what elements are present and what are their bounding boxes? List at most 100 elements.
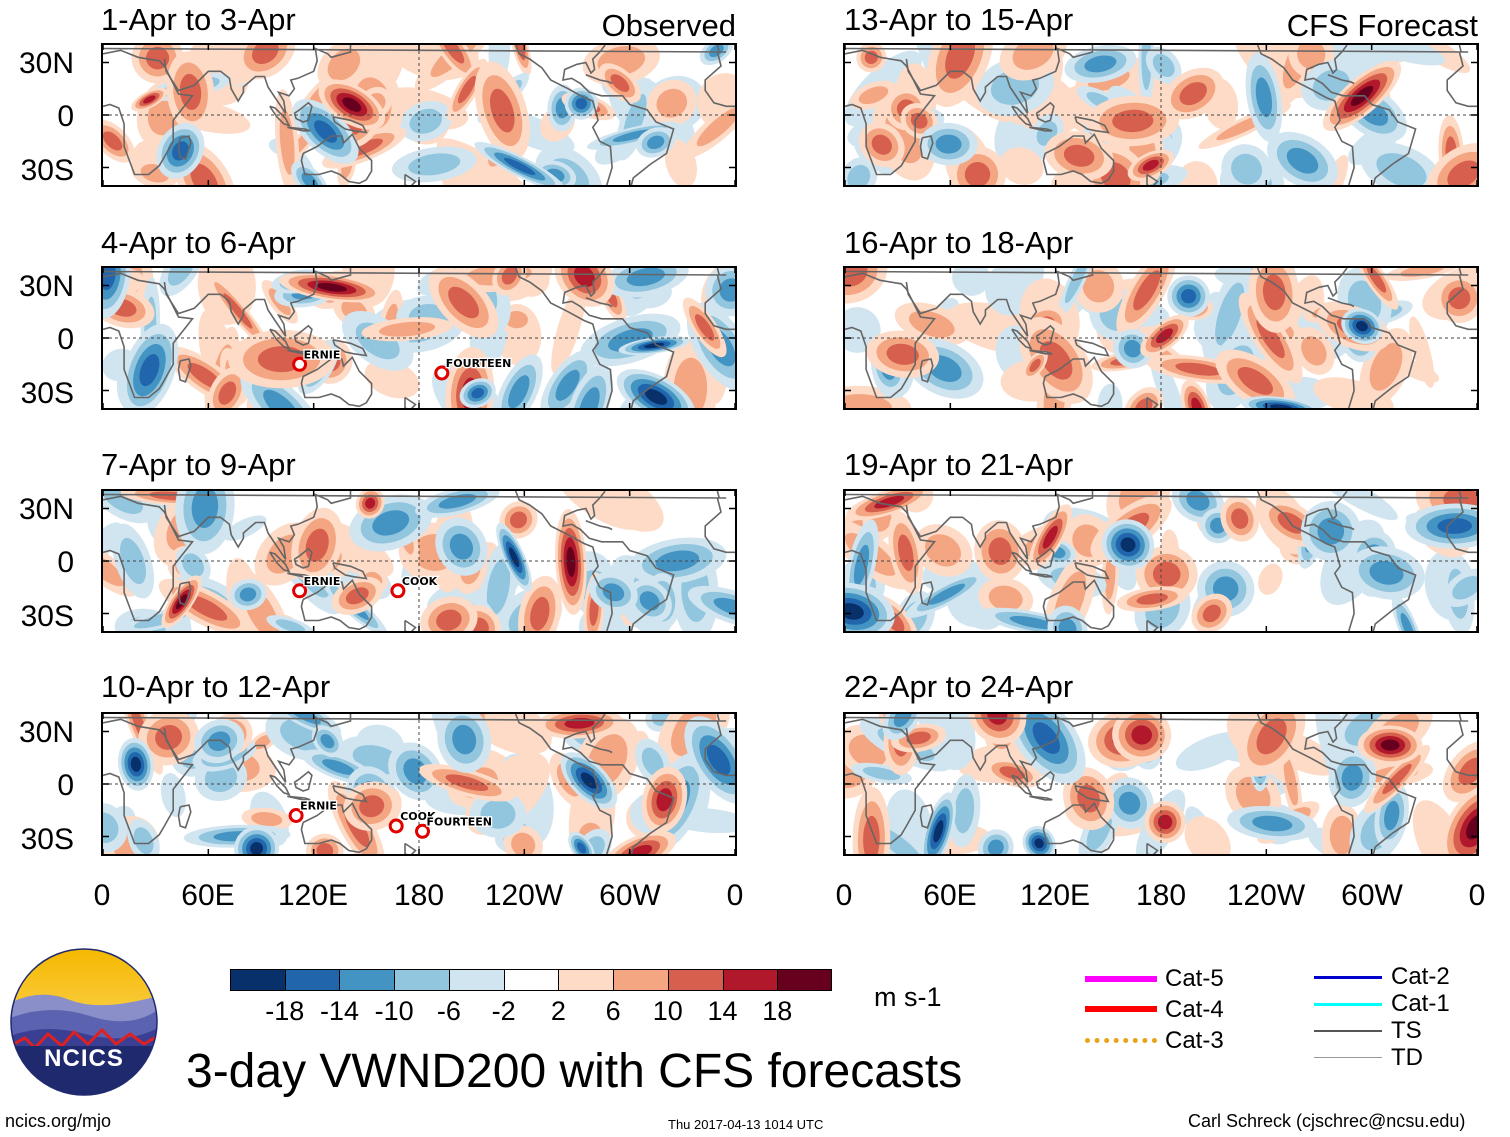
contour-fill xyxy=(490,88,515,133)
contour-fill xyxy=(1466,814,1477,840)
map-svg: ERNIE FOURTEEN xyxy=(103,268,735,408)
contour-fill xyxy=(566,546,576,577)
contour-fill xyxy=(1231,508,1249,529)
contour-fill xyxy=(719,278,735,302)
contour-fill xyxy=(1186,491,1210,511)
storm-label: FOURTEEN xyxy=(427,815,493,828)
coastline xyxy=(1074,785,1110,803)
coastline xyxy=(163,714,352,783)
contour-fill xyxy=(1123,339,1142,358)
coastline xyxy=(704,274,735,331)
colorbar-tick-label: 10 xyxy=(652,996,683,1026)
legend-line-ts xyxy=(1314,1030,1382,1032)
coastline xyxy=(585,743,613,754)
contour-fill xyxy=(459,714,552,755)
coastline xyxy=(1446,497,1477,554)
contour-fill xyxy=(862,766,901,781)
coastline xyxy=(514,714,613,854)
coastline xyxy=(404,619,417,631)
contour-fill xyxy=(316,843,334,854)
coastline xyxy=(1011,328,1033,350)
contour-fill xyxy=(172,141,189,161)
x-tick-label: 0 xyxy=(835,879,853,912)
contour-fill xyxy=(457,75,477,104)
colorbar-cell xyxy=(339,969,395,991)
legend-label-cat4: Cat-4 xyxy=(1165,996,1224,1023)
coastline xyxy=(332,339,368,357)
contour-fill xyxy=(448,286,480,319)
contour-fill xyxy=(954,788,975,834)
coastline xyxy=(287,126,311,132)
contour-fill xyxy=(372,510,410,536)
contour-fill xyxy=(345,587,369,605)
contour-fill xyxy=(647,135,665,150)
map-panel-forecast-2 xyxy=(843,266,1479,410)
colorbar-cell xyxy=(448,969,505,991)
contour-fill xyxy=(1262,274,1286,311)
map-svg xyxy=(845,714,1477,854)
x-tick-label: 120W xyxy=(484,879,564,912)
contour-fill xyxy=(1118,791,1141,815)
x-tick-label: 60W xyxy=(599,879,661,912)
contour-fill xyxy=(320,734,335,749)
coastline xyxy=(1146,842,1159,854)
map-svg xyxy=(845,268,1477,408)
contour-fill xyxy=(574,268,595,287)
contour-fill xyxy=(1215,282,1245,346)
contour-fill xyxy=(288,714,321,725)
x-tick-label: 120W xyxy=(1226,879,1306,912)
coastline xyxy=(919,581,934,606)
contour-fill xyxy=(845,603,864,620)
contour-fill xyxy=(1000,147,1044,185)
panel-title: 16-Apr to 18-Apr xyxy=(844,225,1074,260)
contour-fill xyxy=(845,268,868,287)
coastline xyxy=(1458,268,1462,276)
colorbar-cell xyxy=(230,969,286,991)
contour-fill xyxy=(1256,718,1287,755)
contour-fill xyxy=(208,731,231,751)
contour-fill xyxy=(322,759,356,775)
coastline xyxy=(103,495,195,622)
coastline xyxy=(103,718,195,845)
coastline xyxy=(1446,51,1477,108)
contour-fill xyxy=(1152,561,1181,587)
coastline xyxy=(1458,714,1462,722)
coastline xyxy=(177,804,192,829)
coastline xyxy=(1074,339,1110,357)
coastline xyxy=(269,551,291,573)
colorbar-tick-label: -18 xyxy=(265,996,305,1026)
legend-line-cat4 xyxy=(1085,1006,1157,1012)
coastline xyxy=(1327,743,1355,754)
contour-fill xyxy=(503,157,536,176)
coastline xyxy=(919,358,934,383)
coastline xyxy=(562,714,675,854)
y-tick-label: 30S xyxy=(20,600,74,633)
contour-fill xyxy=(874,495,905,509)
coastline xyxy=(300,132,373,185)
contour-fill xyxy=(511,832,536,854)
contour-fill xyxy=(1376,153,1427,185)
contour-fill xyxy=(1347,45,1446,66)
coastline xyxy=(704,51,735,108)
coastline xyxy=(332,785,368,803)
contour-fill xyxy=(139,354,160,387)
contour-fill xyxy=(945,45,976,79)
contour-fill xyxy=(933,820,944,843)
colorbar-cell xyxy=(722,969,778,991)
y-tick-label: 30S xyxy=(20,377,74,410)
contour-fill xyxy=(403,758,428,785)
coastline xyxy=(269,105,291,127)
contour-fill xyxy=(1458,757,1477,786)
y-tick-label: 0 xyxy=(57,769,74,802)
contour-fill xyxy=(1133,270,1161,311)
contour-fill xyxy=(167,268,196,286)
legend-line-cat3 xyxy=(1085,1038,1157,1043)
panel-title: 19-Apr to 21-Apr xyxy=(844,447,1074,482)
contour-fill xyxy=(1084,55,1117,73)
contour-fill xyxy=(845,394,892,408)
colorbar-cell xyxy=(558,969,614,991)
contour-fill xyxy=(612,129,654,142)
contour-fill xyxy=(893,714,912,727)
contour-fill xyxy=(1058,618,1077,631)
map-panel-forecast-4 xyxy=(843,712,1479,856)
